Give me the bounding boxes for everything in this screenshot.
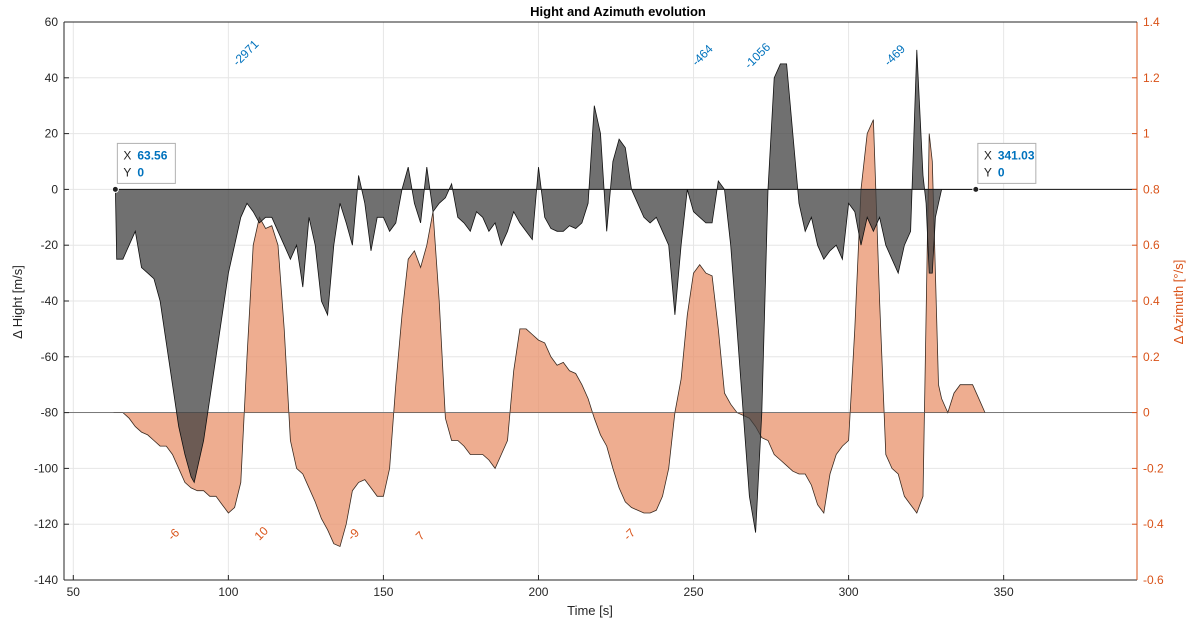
y-right-tick-label: 0.2 — [1143, 350, 1160, 364]
y-left-tick-label: -40 — [41, 294, 59, 308]
y-left-tick-label: 60 — [45, 15, 59, 29]
hight-line — [115, 49, 976, 533]
y-right-tick-label: 1 — [1143, 127, 1150, 141]
y-right-tick-label: -0.2 — [1143, 461, 1164, 475]
y-left-tick-label: -100 — [34, 461, 58, 475]
annotation-orange: -7 — [621, 525, 639, 543]
datatip-x-value: 63.56 — [137, 148, 167, 162]
datatip-marker — [972, 185, 980, 193]
annotation-orange: 7 — [413, 528, 428, 543]
azimuth-series — [64, 119, 1137, 548]
y-left-tick-label: -20 — [41, 238, 59, 252]
x-tick-label: 150 — [373, 585, 393, 599]
datatip-x-key: X — [123, 148, 131, 162]
y-left-tick-label: 20 — [45, 127, 59, 141]
datatip-x-value: 341.03 — [998, 148, 1035, 162]
x-tick-label: 350 — [994, 585, 1014, 599]
annotation-blue: -469 — [881, 42, 908, 69]
datatip-y-key: Y — [123, 165, 131, 179]
chart-title: Hight and Azimuth evolution — [530, 4, 706, 19]
x-axis-label: Time [s] — [567, 603, 613, 618]
axes: 50 100 150 200 250 300 350-140-120-100-80-60-4… — [34, 15, 1164, 599]
annotation-blue: -1056 — [742, 40, 774, 72]
y-right-tick-label: -0.6 — [1143, 573, 1164, 587]
y-axis-label-left: Δ Hight [m/s] — [10, 265, 25, 339]
annotation-orange: -9 — [345, 525, 363, 543]
datatip-box — [116, 142, 176, 184]
y-right-tick-label: 0.8 — [1143, 182, 1160, 196]
y-right-tick-label: 1.4 — [1143, 15, 1160, 29]
annotation-orange: -6 — [165, 525, 183, 543]
y-left-tick-label: -80 — [41, 406, 59, 420]
x-tick-label: 50 — [67, 585, 81, 599]
y-axis-label-right: Δ Azimuth [°/s] — [1171, 260, 1186, 345]
datatip-x-key: X — [984, 148, 992, 162]
x-tick-label: 300 — [839, 585, 859, 599]
annotation-blue: -464 — [689, 42, 716, 69]
datatip-y-key: Y — [984, 165, 992, 179]
y-right-tick-label: 0.4 — [1143, 294, 1160, 308]
datatips: X 63.56Y 0X 341.03Y 0 — [111, 142, 1037, 193]
x-tick-label: 200 — [528, 585, 548, 599]
y-left-tick-label: -140 — [34, 573, 58, 587]
x-tick-label: 250 — [684, 585, 704, 599]
datatip-y-value: 0 — [137, 165, 144, 179]
datatip-marker — [111, 185, 119, 193]
x-tick-label: 100 — [218, 585, 238, 599]
hight-area — [115, 49, 976, 533]
hight-series — [115, 49, 1137, 533]
y-right-tick-label: -0.4 — [1143, 517, 1164, 531]
y-right-tick-label: 1.2 — [1143, 71, 1160, 85]
y-left-tick-label: 0 — [51, 182, 58, 196]
y-left-tick-label: -60 — [41, 350, 59, 364]
y-left-tick-label: 40 — [45, 71, 59, 85]
azimuth-line — [113, 119, 986, 548]
annotation-blue: -2971 — [230, 37, 262, 69]
y-right-tick-label: 0.6 — [1143, 238, 1160, 252]
datatip-box — [977, 142, 1037, 184]
annotation-orange: 10 — [252, 523, 272, 543]
y-left-tick-label: -120 — [34, 517, 58, 531]
y-right-tick-label: 0 — [1143, 406, 1150, 420]
datatip-y-value: 0 — [998, 165, 1005, 179]
